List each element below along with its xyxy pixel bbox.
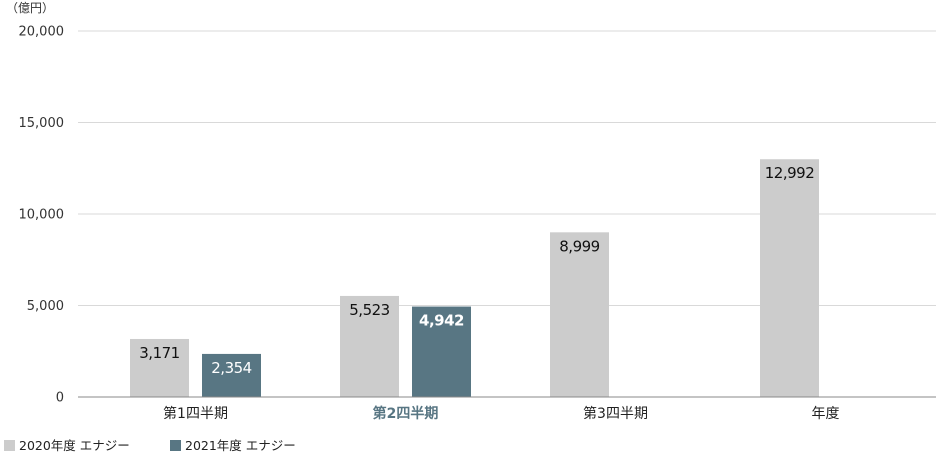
value-label: 12,992	[765, 164, 815, 182]
bars	[130, 159, 819, 397]
category-label: 第2四半期	[373, 405, 439, 422]
value-label: 4,942	[419, 312, 464, 330]
category-label: 第1四半期	[163, 405, 228, 422]
bar-2020-3	[760, 159, 819, 397]
bar-2020-1	[340, 295, 399, 397]
value-labels: 3,171 2,354 5,523 4,942 8,999 12,992	[139, 164, 814, 377]
value-label: 3,171	[139, 344, 179, 362]
legend-swatch	[4, 440, 15, 451]
bar-2021-1	[412, 306, 471, 397]
y-tick-label: 0	[56, 391, 64, 406]
value-label: 2,354	[211, 359, 251, 377]
value-label: 5,523	[349, 301, 389, 319]
category-label: 年度	[812, 406, 840, 422]
y-tick-label: 5,000	[27, 299, 64, 314]
category-label: 第3四半期	[583, 405, 648, 422]
y-axis-tick-labels: 0 5,000 10,000 15,000 20,000	[19, 25, 65, 406]
bar-2020-2	[550, 232, 609, 397]
legend: 2020年度 エナジー 2021年度 エナジー	[4, 438, 296, 453]
y-tick-label: 20,000	[19, 25, 65, 40]
y-tick-label: 10,000	[19, 208, 65, 223]
bar-2021-0	[202, 353, 261, 397]
legend-label: 2020年度 エナジー	[19, 438, 130, 453]
legend-label: 2021年度 エナジー	[185, 438, 296, 453]
category-labels: 第1四半期 第2四半期 第3四半期 年度	[163, 405, 839, 422]
y-axis-unit-label: （億円）	[6, 1, 54, 15]
legend-swatch	[170, 440, 181, 451]
y-tick-label: 15,000	[19, 116, 65, 131]
value-label: 8,999	[559, 237, 599, 255]
bar-2020-0	[130, 338, 189, 397]
